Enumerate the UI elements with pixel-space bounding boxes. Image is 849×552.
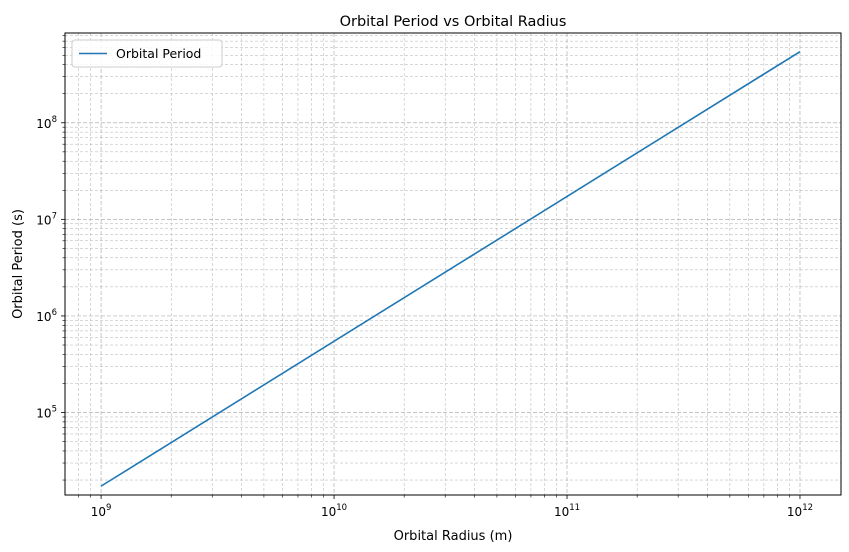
y-tick-label: 107 (36, 211, 57, 227)
y-axis-title: Orbital Period (s) (11, 209, 26, 319)
x-tick-label-exponent: 12 (802, 503, 813, 513)
y-tick-label-exponent: 5 (52, 405, 57, 415)
chart-title: Orbital Period vs Orbital Radius (340, 14, 567, 30)
plot-area (65, 33, 841, 495)
y-tick-label-base: 10 (36, 407, 51, 421)
x-tick-label-exponent: 10 (336, 503, 347, 513)
legend-entry-orbital-period: Orbital Period (116, 46, 201, 61)
x-tick-label-exponent: 11 (569, 503, 580, 513)
series-line-orbital-period (100, 50, 801, 487)
x-tick-label: 109 (91, 503, 112, 519)
plot-frame (64, 32, 842, 496)
y-tick-label-base: 10 (36, 213, 51, 227)
y-tick-label-exponent: 8 (52, 115, 57, 125)
legend: Orbital Period (71, 39, 223, 68)
x-tick-label-base: 10 (554, 505, 569, 519)
x-tick-label: 1011 (554, 503, 580, 519)
series-layer (100, 50, 801, 487)
x-axis: 109 1010 1011 1012 (78, 495, 813, 519)
y-tick-label: 106 (36, 308, 57, 324)
y-tick-label: 105 (36, 405, 57, 421)
x-tick-label-base: 10 (321, 505, 336, 519)
minor-grid (65, 33, 841, 495)
x-tick-label-base: 10 (787, 505, 802, 519)
y-tick-label-base: 10 (36, 117, 51, 131)
x-tick-label: 1012 (787, 503, 813, 519)
y-tick-label-base: 10 (36, 310, 51, 324)
x-tick-label-exponent: 9 (106, 503, 111, 513)
legend-box (71, 39, 223, 68)
x-tick-label: 1010 (321, 503, 347, 519)
x-axis-title: Orbital Radius (m) (394, 529, 513, 544)
y-tick-label-exponent: 7 (52, 211, 57, 221)
y-tick-label: 108 (36, 115, 57, 131)
major-grid (65, 33, 841, 495)
y-tick-label-exponent: 6 (52, 308, 57, 318)
x-tick-label-base: 10 (91, 505, 106, 519)
